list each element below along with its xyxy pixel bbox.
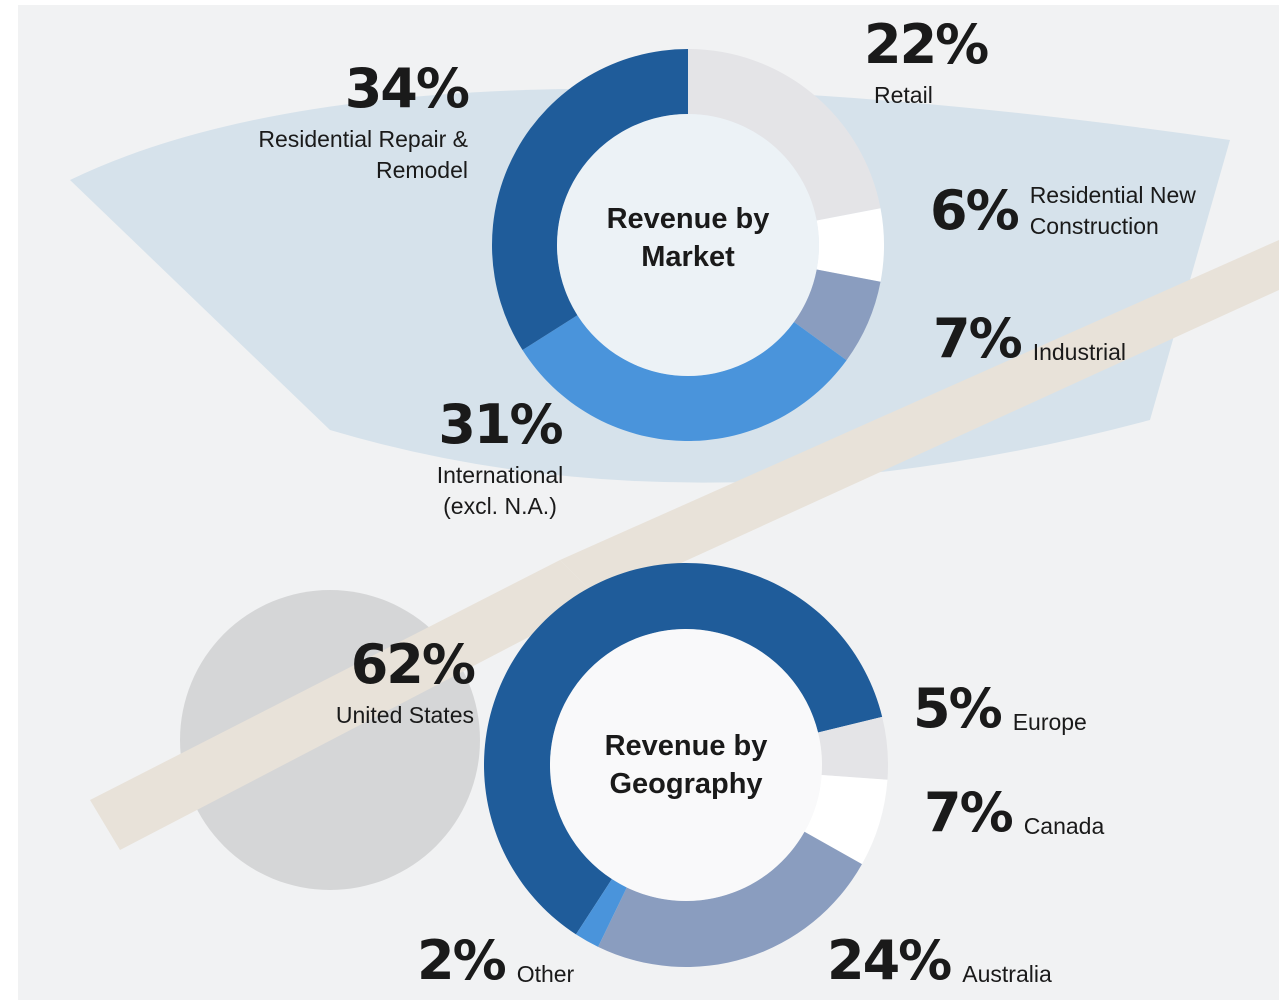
segment-label: 7% Canada (924, 786, 1104, 840)
donut-segment (688, 49, 881, 221)
segment-label: 22% Retail (864, 13, 989, 111)
category-label: International (excl. N.A.) (436, 462, 564, 519)
donut-segment (818, 716, 888, 780)
percent-label: 5% (913, 677, 1003, 740)
category-label: Australia (962, 961, 1052, 987)
percent-label: 7% (924, 781, 1014, 844)
donut-segment (575, 879, 627, 947)
category-label: Residential New Construction (1029, 182, 1196, 239)
percent-label: 31% (438, 393, 563, 456)
segment-label: 5% Europe (913, 682, 1087, 736)
percent-label: 24% (827, 929, 952, 992)
donut-segment (598, 831, 862, 967)
percent-label: 7% (933, 307, 1023, 370)
percent-label: 22% (864, 13, 989, 76)
segment-label: 34% Residential Repair & Remodel (170, 57, 470, 186)
donut-segment (793, 269, 881, 361)
donut-hole (550, 629, 822, 901)
segment-label: 24% Australia (827, 934, 1052, 988)
chart-title: Revenue by Geography (604, 730, 768, 800)
category-label: Retail (874, 82, 933, 108)
chart-title: Revenue by Market (606, 203, 770, 273)
segment-label: 2% Other (417, 934, 574, 988)
donut-segment (483, 562, 883, 935)
segment-label: 31% International (excl. N.A.) (410, 398, 590, 522)
category-label: Canada (1023, 813, 1105, 839)
segment-label: 7% Industrial (933, 312, 1126, 366)
donut-segment (804, 774, 888, 865)
percent-label: 62% (350, 633, 476, 696)
category-label: Other (516, 961, 575, 987)
percent-label: 2% (417, 929, 507, 992)
category-label: United States (335, 702, 474, 728)
category-label: Residential Repair & Remodel (258, 126, 468, 183)
segment-label: 6% Residential New Construction (930, 180, 1240, 242)
donut-segment (492, 48, 688, 351)
donut-segment (816, 208, 884, 282)
percent-label: 6% (930, 179, 1020, 242)
segment-label: 62% United States (240, 633, 476, 731)
donut-hole (557, 114, 819, 376)
category-label: Industrial (1032, 339, 1127, 365)
donut-segment (522, 315, 847, 442)
category-label: Europe (1012, 709, 1087, 735)
percent-label: 34% (344, 57, 470, 120)
